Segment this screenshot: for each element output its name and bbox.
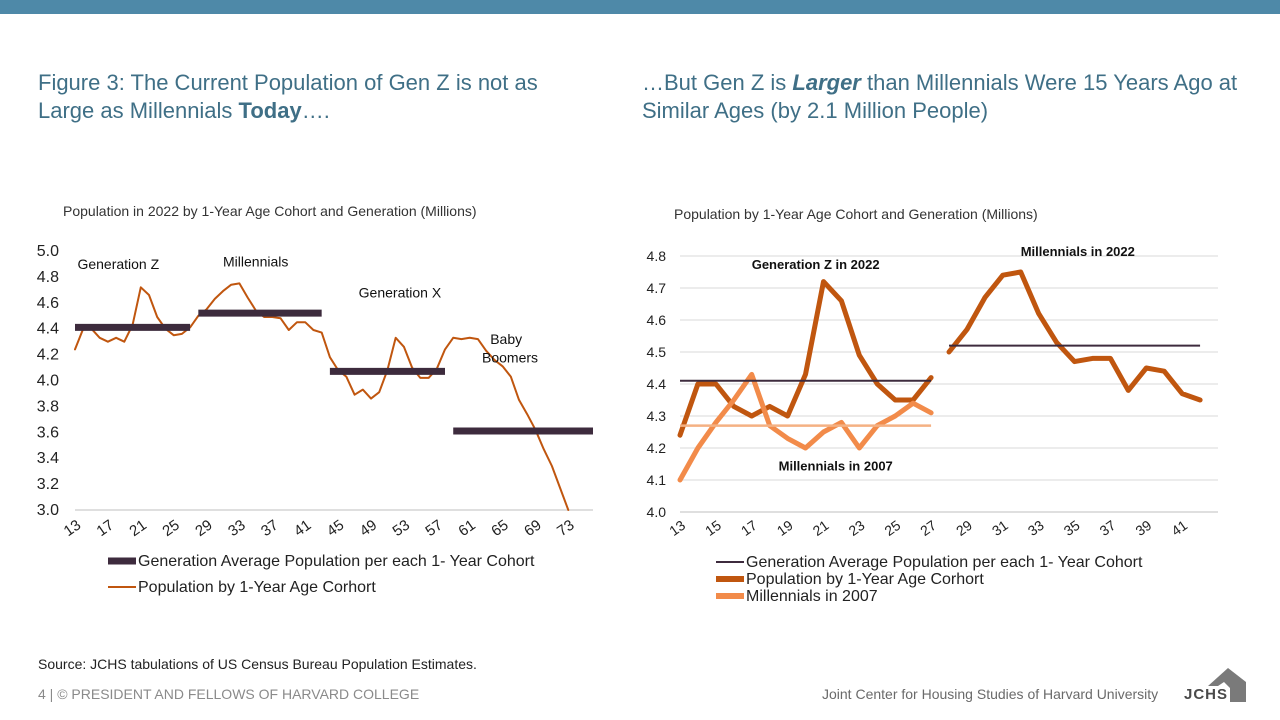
x-tick-label-1-14: 41 (1168, 517, 1190, 539)
y-tick-label-1-0: 4.0 (647, 504, 667, 520)
y-tick-label-1-3: 4.3 (647, 408, 667, 424)
x-tick-label-0-12: 61 (455, 517, 478, 540)
legend-label-1-2: Millennials in 2007 (746, 588, 878, 605)
x-tick-label-1-2: 17 (738, 517, 760, 539)
left-heading-bold: Today (238, 98, 302, 123)
y-tick-label-0-7: 4.4 (37, 321, 59, 338)
x-tick-label-1-0: 13 (666, 517, 688, 539)
copyright: 4 | © PRESIDENT AND FELLOWS OF HARVARD C… (38, 686, 420, 702)
x-tick-label-0-2: 21 (126, 517, 149, 540)
x-tick-label-0-5: 33 (225, 517, 248, 540)
series-line-1-2 (677, 371, 934, 483)
y-tick-label-1-1: 4.1 (647, 472, 667, 488)
x-tick-label-1-12: 37 (1097, 517, 1119, 539)
y-tick-label-0-2: 3.4 (37, 450, 59, 467)
x-tick-label-1-7: 27 (917, 517, 939, 539)
x-tick-label-1-11: 35 (1061, 517, 1083, 539)
right-heading-end: than Millennials Were 15 Years Ago at Si… (642, 70, 1238, 123)
x-tick-label-0-1: 17 (94, 517, 117, 540)
annotation-1-1: Millennials in 2022 (1021, 244, 1135, 259)
legend-label-0-1: Population by 1-Year Age Corhort (138, 579, 376, 596)
y-tick-label-1-8: 4.8 (647, 248, 667, 264)
y-tick-label-0-1: 3.2 (37, 476, 59, 493)
annotation-0-2: Generation X (359, 285, 442, 301)
y-tick-label-0-9: 4.8 (37, 269, 59, 286)
y-tick-label-1-4: 4.4 (647, 376, 667, 392)
annotation-0-3: Baby (490, 331, 522, 347)
y-tick-label-0-5: 4.0 (37, 373, 59, 390)
x-tick-label-0-11: 57 (422, 517, 445, 540)
x-tick-label-0-10: 53 (390, 517, 413, 540)
series-line-0-0 (74, 282, 570, 511)
y-tick-label-0-4: 3.8 (37, 398, 59, 415)
y-tick-label-0-8: 4.6 (37, 295, 59, 312)
left-heading-end: …. (301, 98, 330, 123)
annotation-1-0: Generation Z in 2022 (752, 257, 880, 272)
x-tick-label-0-8: 45 (324, 517, 347, 540)
x-tick-label-0-3: 25 (159, 517, 182, 540)
legend-label-1-0: Generation Average Population per each 1… (746, 554, 1143, 571)
right-heading-text: …But Gen Z is (642, 70, 793, 95)
series-line-1-1 (946, 269, 1203, 403)
x-tick-label-0-4: 29 (192, 517, 215, 540)
x-tick-label-1-9: 31 (989, 517, 1011, 539)
legend-label-0-0: Generation Average Population per each 1… (138, 553, 535, 570)
x-tick-label-0-6: 37 (258, 517, 281, 540)
x-tick-label-1-6: 25 (881, 517, 903, 539)
y-tick-label-1-2: 4.2 (647, 440, 667, 456)
right-heading-emphasis: Larger (792, 70, 861, 95)
top-accent-bar (0, 0, 1280, 14)
x-tick-label-0-14: 69 (521, 517, 544, 540)
house-logo-icon (1208, 668, 1246, 702)
y-tick-label-1-6: 4.6 (647, 312, 667, 328)
source-note: Source: JCHS tabulations of US Census Bu… (38, 656, 477, 672)
series-line-1-0 (677, 279, 934, 438)
logo-text: JCHS (1184, 686, 1229, 703)
annotation-0-1: Millennials (223, 254, 288, 270)
y-tick-label-0-6: 4.2 (37, 347, 59, 364)
left-heading: Figure 3: The Current Population of Gen … (38, 69, 598, 125)
right-heading: …But Gen Z is Larger than Millennials We… (642, 69, 1252, 125)
y-tick-label-1-7: 4.7 (647, 280, 667, 296)
chart-title-1: Population by 1-Year Age Cohort and Gene… (674, 206, 1038, 222)
chart-title-0: Population in 2022 by 1-Year Age Cohort … (63, 203, 477, 219)
x-tick-label-1-5: 23 (845, 517, 867, 539)
x-tick-label-1-10: 33 (1025, 517, 1047, 539)
y-tick-label-0-10: 5.0 (37, 243, 59, 260)
x-tick-label-0-13: 65 (488, 517, 511, 540)
y-tick-label-0-0: 3.0 (37, 502, 59, 519)
annotation-0-0: Generation Z (77, 256, 159, 272)
legend-label-1-1: Population by 1-Year Age Corhort (746, 571, 984, 588)
x-tick-label-1-4: 21 (810, 517, 832, 539)
x-tick-label-0-15: 73 (554, 517, 577, 540)
x-tick-label-0-9: 49 (357, 517, 380, 540)
annotation-1-2: Millennials in 2007 (779, 458, 893, 473)
left-heading-text: Figure 3: The Current Population of Gen … (38, 70, 538, 123)
x-tick-label-1-8: 29 (953, 517, 975, 539)
annotation-0-4: Boomers (482, 349, 538, 365)
org-name: Joint Center for Housing Studies of Harv… (822, 686, 1159, 702)
x-tick-label-1-3: 19 (774, 517, 796, 539)
x-tick-label-1-13: 39 (1132, 517, 1154, 539)
x-tick-label-0-0: 13 (61, 517, 84, 540)
x-tick-label-0-7: 41 (291, 517, 314, 540)
x-tick-label-1-1: 15 (702, 517, 724, 539)
y-tick-label-0-3: 3.6 (37, 424, 59, 441)
y-tick-label-1-5: 4.5 (647, 344, 667, 360)
